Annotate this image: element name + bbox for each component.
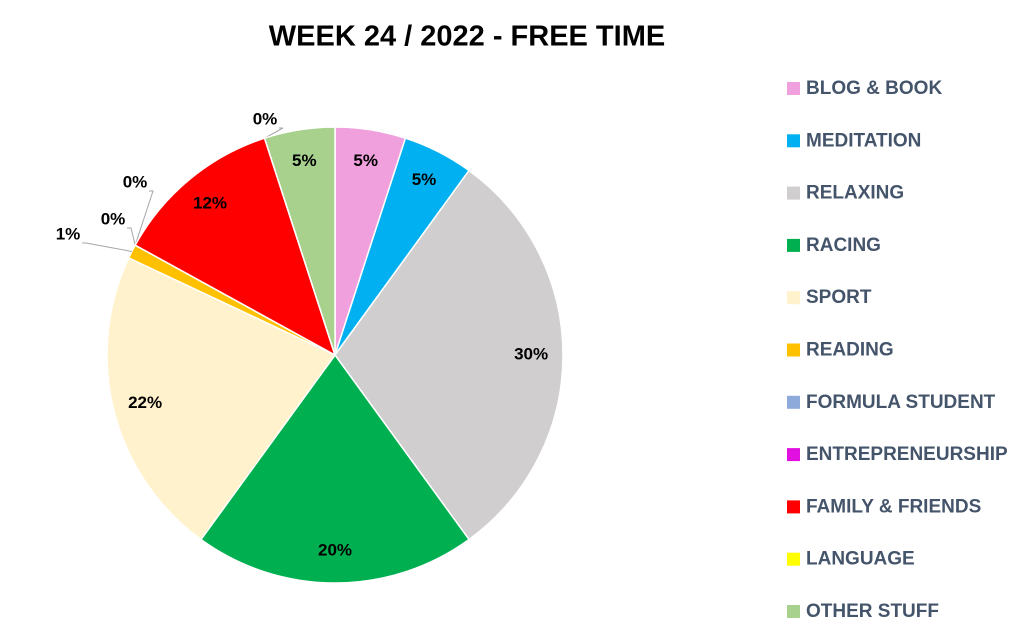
data-label: 0% [101, 209, 126, 228]
data-label: 5% [412, 170, 437, 189]
leader-line [134, 190, 154, 246]
legend-label: FORMULA STUDENT [806, 392, 996, 413]
chart-title: WEEK 24 / 2022 - FREE TIME [269, 21, 665, 53]
data-label: 30% [514, 344, 548, 363]
legend-label: LANGUAGE [806, 549, 915, 570]
legend-label: SPORT [806, 287, 872, 308]
legend-swatch [787, 291, 800, 305]
legend-swatch [787, 552, 800, 566]
data-label: 0% [123, 172, 148, 191]
data-label: 1% [56, 224, 81, 243]
legend-label: FAMILY & FRIENDS [806, 496, 981, 517]
data-label: 20% [318, 541, 352, 560]
data-label: 12% [193, 193, 227, 212]
legend-label: RACING [806, 235, 881, 256]
leader-line [82, 242, 132, 252]
leader-line [264, 127, 284, 139]
legend-swatch [787, 395, 800, 409]
legend-swatch [787, 82, 800, 95]
legend-swatch [787, 500, 800, 514]
legend-label: ENTREPRENEURSHIP [806, 444, 1008, 465]
legend-swatch [787, 448, 800, 462]
pie-slice [263, 126, 336, 356]
legend-swatch [787, 134, 800, 148]
legend-swatch [787, 238, 800, 252]
legend-label: BLOG & BOOK [806, 78, 942, 99]
legend-swatch [787, 186, 800, 200]
data-label: 22% [128, 393, 162, 412]
legend-swatch [787, 343, 800, 357]
legend-label: MEDITATION [806, 130, 921, 151]
pie-slice [134, 137, 337, 357]
legend-label: READING [806, 340, 894, 361]
leader-line [127, 227, 136, 246]
data-label: 5% [292, 151, 317, 170]
data-label: 5% [353, 151, 378, 170]
legend-swatch [787, 605, 800, 618]
legend-label: RELAXING [806, 183, 904, 204]
legend-label: OTHER STUFF [806, 601, 939, 622]
pie-slice [199, 353, 471, 584]
data-label: 0% [253, 109, 278, 128]
pie-slice [334, 169, 564, 541]
